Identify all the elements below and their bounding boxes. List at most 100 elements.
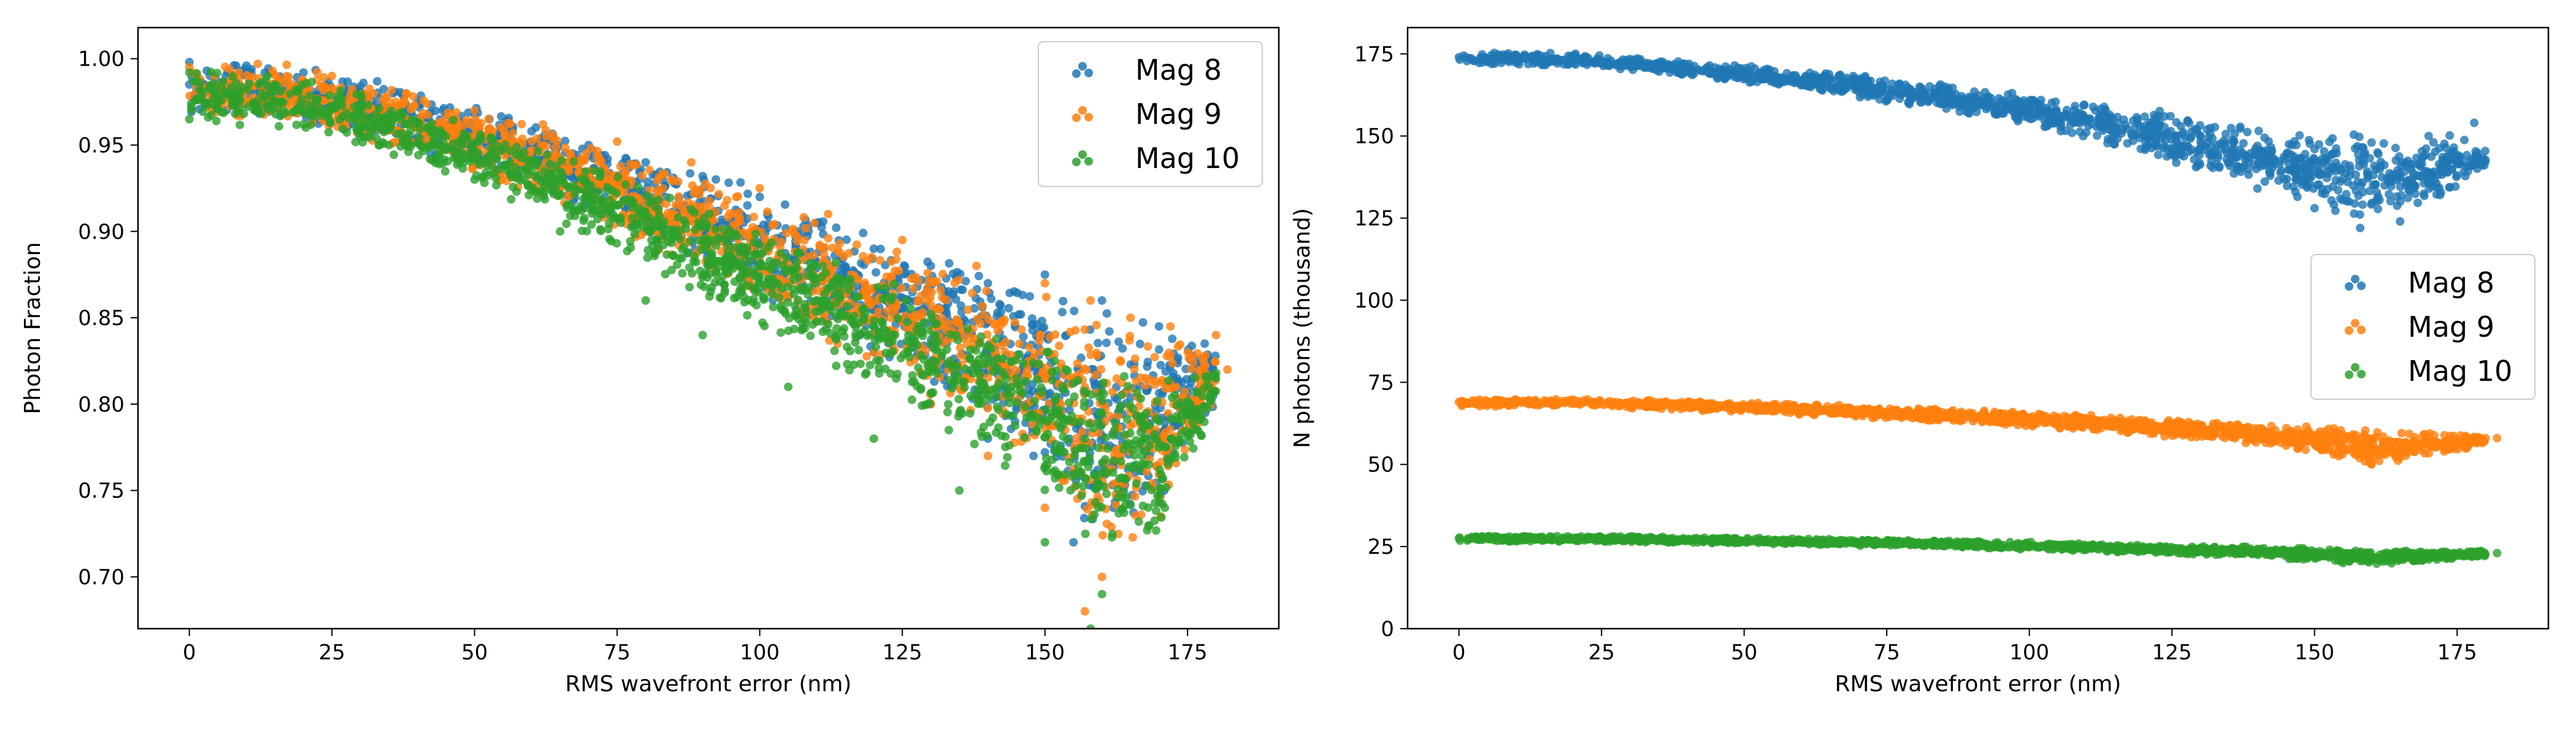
data-point bbox=[1108, 468, 1117, 477]
data-point bbox=[542, 132, 551, 140]
data-point bbox=[992, 428, 1001, 437]
data-point bbox=[587, 195, 596, 204]
legend-label-mag-9: Mag 9 bbox=[1135, 98, 1222, 131]
data-point bbox=[423, 123, 432, 132]
data-point bbox=[1003, 453, 1012, 462]
data-point bbox=[608, 186, 616, 195]
legend-marker-dot bbox=[1072, 113, 1081, 122]
data-point bbox=[776, 328, 785, 337]
data-point bbox=[1070, 307, 1079, 315]
legend-marker-dot bbox=[1078, 106, 1087, 115]
data-point bbox=[1103, 444, 1112, 453]
data-point bbox=[951, 318, 960, 327]
data-point bbox=[964, 305, 973, 314]
data-point bbox=[557, 156, 566, 165]
data-point bbox=[186, 99, 196, 108]
data-point bbox=[378, 96, 388, 105]
data-point bbox=[556, 191, 565, 200]
data-point bbox=[621, 180, 630, 189]
data-point bbox=[844, 286, 853, 295]
data-point bbox=[869, 434, 878, 443]
data-point bbox=[415, 119, 424, 128]
data-point bbox=[321, 112, 331, 121]
data-point bbox=[735, 274, 744, 283]
data-point bbox=[1001, 442, 1010, 451]
data-point bbox=[517, 120, 526, 129]
data-point bbox=[356, 106, 365, 115]
data-point bbox=[937, 313, 946, 323]
data-point bbox=[972, 261, 981, 270]
data-point bbox=[992, 393, 1001, 402]
data-point bbox=[1077, 491, 1086, 500]
data-point bbox=[484, 171, 493, 180]
data-point bbox=[1014, 339, 1024, 348]
data-point bbox=[1000, 461, 1010, 470]
data-point bbox=[299, 120, 308, 129]
data-point bbox=[711, 225, 720, 234]
data-point bbox=[756, 261, 765, 270]
data-point bbox=[1135, 444, 1144, 453]
data-point bbox=[824, 234, 833, 243]
data-point bbox=[534, 147, 543, 156]
data-point bbox=[954, 394, 964, 404]
data-point bbox=[1065, 458, 1074, 467]
data-point bbox=[669, 177, 678, 186]
data-point bbox=[557, 167, 566, 177]
data-point bbox=[488, 163, 497, 172]
data-point bbox=[291, 106, 299, 115]
data-point bbox=[1092, 321, 1101, 329]
data-point bbox=[1141, 408, 1151, 418]
data-point bbox=[975, 272, 983, 281]
data-point bbox=[923, 269, 932, 278]
data-point bbox=[1090, 510, 1099, 519]
data-point bbox=[872, 268, 881, 277]
data-point bbox=[834, 273, 843, 282]
data-point bbox=[292, 120, 301, 129]
data-point bbox=[1097, 296, 1106, 305]
data-point bbox=[1142, 467, 1151, 476]
data-point bbox=[989, 367, 998, 376]
data-point bbox=[957, 307, 966, 316]
data-point bbox=[525, 156, 534, 166]
data-point bbox=[914, 363, 923, 372]
data-point bbox=[723, 196, 732, 205]
data-point bbox=[831, 282, 840, 291]
data-point bbox=[931, 331, 940, 340]
data-point bbox=[768, 289, 777, 299]
data-point bbox=[480, 178, 489, 187]
data-point bbox=[763, 207, 772, 217]
data-point bbox=[496, 123, 505, 132]
data-point bbox=[1070, 392, 1079, 401]
legend-marker-dot bbox=[1072, 69, 1081, 78]
data-point bbox=[1019, 332, 1028, 341]
data-point bbox=[632, 160, 641, 169]
data-point bbox=[1072, 434, 1081, 443]
data-point bbox=[905, 353, 914, 362]
data-point bbox=[581, 186, 590, 196]
data-point bbox=[1021, 377, 1030, 386]
data-point bbox=[1197, 431, 1206, 440]
data-point bbox=[532, 188, 541, 197]
data-point bbox=[282, 60, 291, 69]
data-point bbox=[683, 248, 692, 257]
data-point bbox=[512, 142, 521, 151]
data-point bbox=[645, 166, 654, 175]
data-point bbox=[1083, 444, 1092, 453]
data-point bbox=[448, 139, 458, 148]
data-point bbox=[462, 133, 472, 142]
data-point bbox=[1081, 434, 1089, 443]
data-point bbox=[1058, 307, 1067, 316]
data-point bbox=[1009, 411, 1018, 420]
data-point bbox=[626, 237, 635, 246]
legend-marker-dot bbox=[1084, 69, 1093, 77]
data-point bbox=[956, 301, 965, 310]
scatter-points bbox=[185, 58, 1232, 629]
data-point bbox=[678, 204, 687, 213]
data-point bbox=[1101, 433, 1110, 442]
x-tick-label: 175 bbox=[1168, 640, 1208, 665]
data-point bbox=[461, 153, 470, 162]
data-point bbox=[1116, 457, 1125, 466]
data-point bbox=[1223, 365, 1232, 374]
data-point bbox=[796, 283, 805, 293]
data-point bbox=[217, 83, 226, 93]
